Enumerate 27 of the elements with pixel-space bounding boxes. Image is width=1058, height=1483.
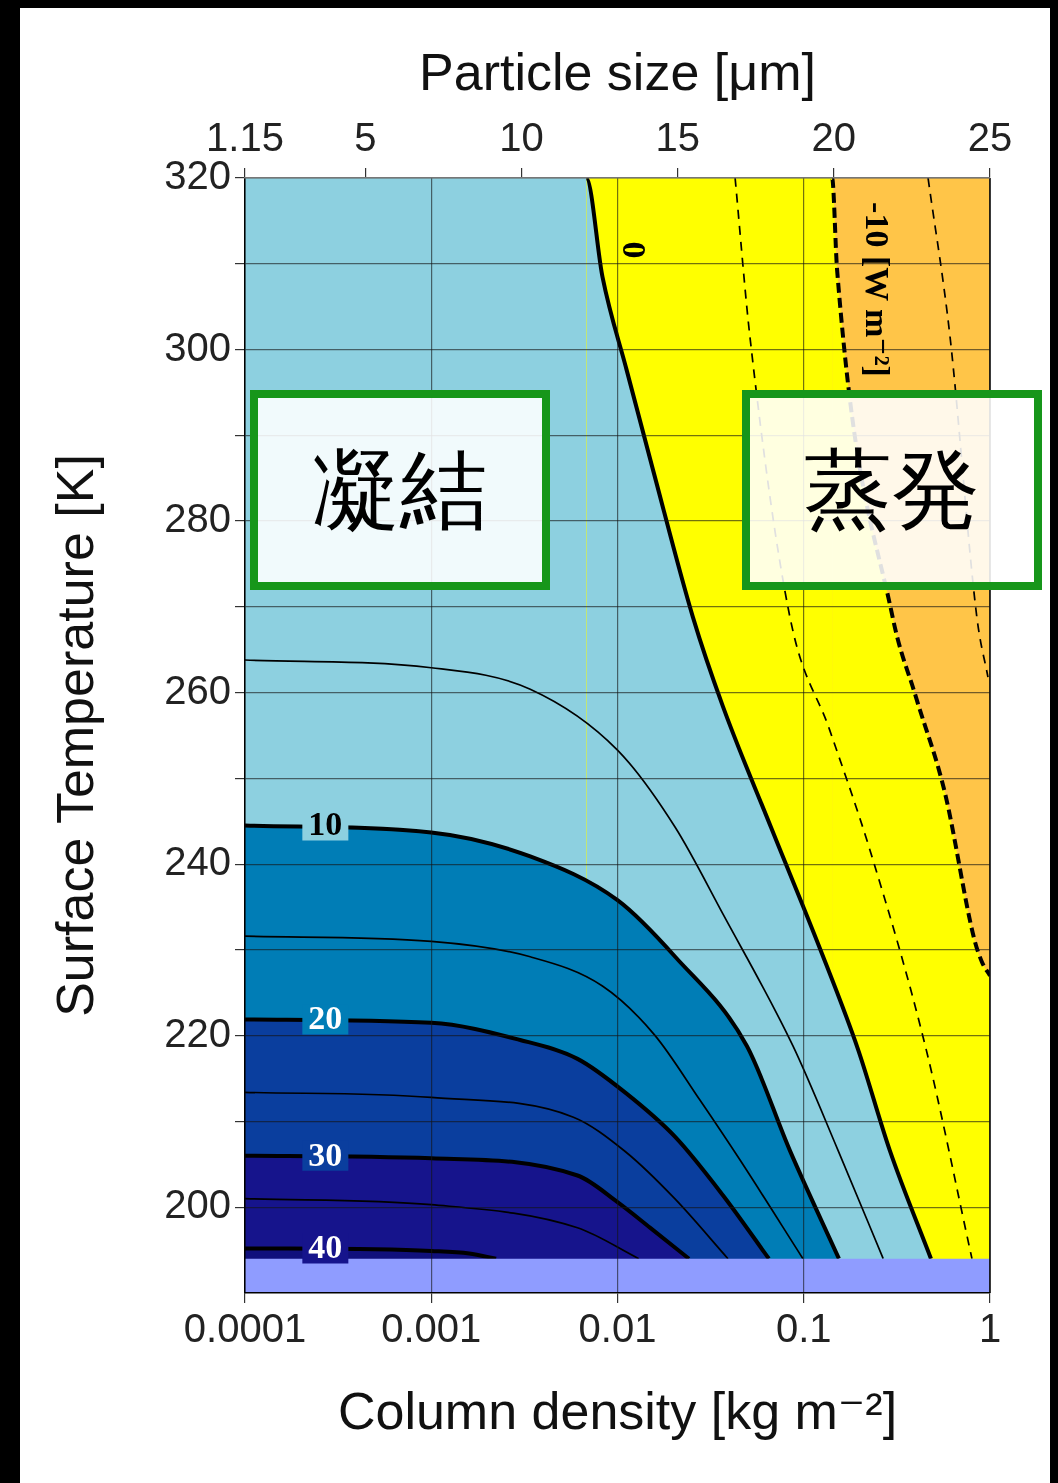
annotation: 40 <box>308 1228 343 1266</box>
x2-tick-label: 20 <box>811 115 857 160</box>
x2-tick-label: 25 <box>967 115 1013 160</box>
x-tick-label: 0.01 <box>578 1306 657 1351</box>
x-tick-label: 0.1 <box>775 1306 832 1351</box>
x-tick-label: 0.0001 <box>183 1306 307 1351</box>
y-tick-label: 280 <box>164 496 231 541</box>
annotation: 凝結 <box>312 438 488 541</box>
annotation: 10 <box>308 805 343 843</box>
x2-tick-label: 10 <box>499 115 544 160</box>
x-axis-title: Column density [kg m⁻²] <box>337 1382 898 1441</box>
x-tick-label: 1 <box>978 1306 1002 1351</box>
y-tick-label: 300 <box>164 324 231 369</box>
x2-tick-label: 15 <box>655 115 700 160</box>
annotation: 蒸発 <box>804 438 980 541</box>
x-tick-label: 0.001 <box>381 1306 482 1351</box>
y-tick-label: 260 <box>164 667 231 712</box>
y-tick-label: 240 <box>164 839 231 884</box>
x2-tick-label: 5 <box>354 115 377 160</box>
x2-axis-title: Particle size [μm] <box>419 42 816 101</box>
y-tick-label: 220 <box>164 1010 231 1055</box>
y-axis-title: Surface Temperature [K] <box>45 454 104 1017</box>
annotation: 0 <box>615 241 653 259</box>
annotation: 30 <box>308 1135 343 1173</box>
annotation: 20 <box>308 999 343 1037</box>
y-tick-label: 200 <box>164 1182 231 1227</box>
annotation: -10 [W m⁻²] <box>858 202 896 377</box>
